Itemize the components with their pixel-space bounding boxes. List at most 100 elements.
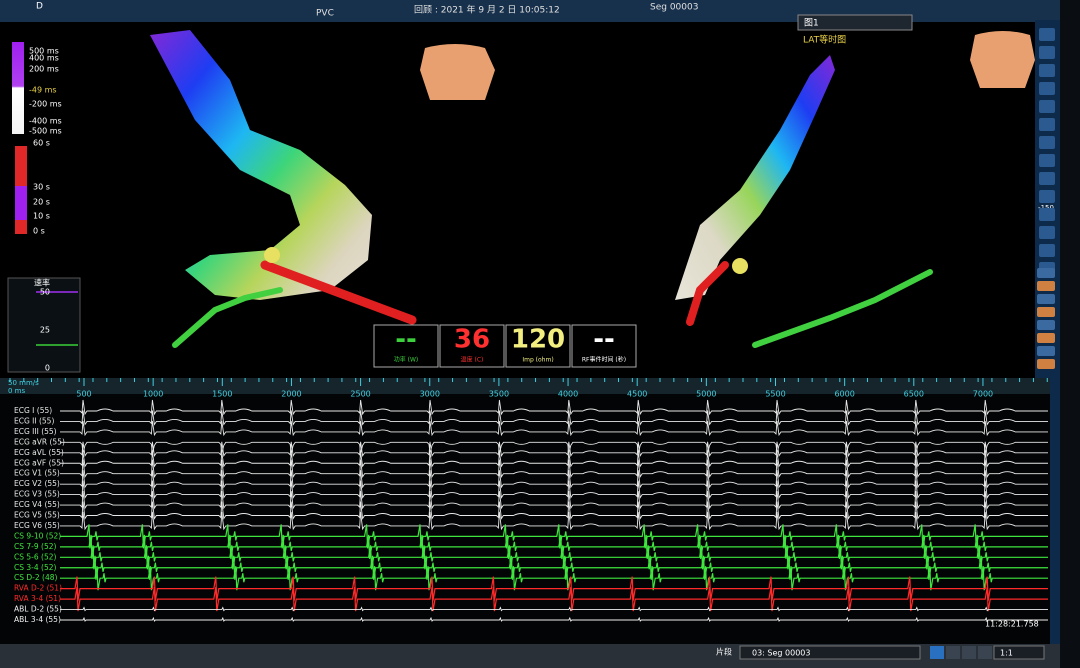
marker <box>264 247 280 263</box>
channel-label: RVA 3-4 (51) <box>14 594 61 603</box>
playback-button[interactable] <box>946 646 960 659</box>
sweep-tick-label: 1500 <box>212 390 232 399</box>
tool-button[interactable] <box>1037 359 1055 369</box>
ecg-trace <box>60 566 1048 591</box>
tool-button[interactable] <box>1039 100 1055 113</box>
window-title: PVC <box>316 9 334 19</box>
readout-box <box>439 324 505 368</box>
time-scale-label: 0 s <box>33 227 45 236</box>
sweep-tick-label: 2500 <box>350 390 370 399</box>
channel-label: ECG V2 (55) <box>14 479 60 488</box>
playback-button[interactable] <box>978 646 992 659</box>
ecg-trace <box>60 452 1048 468</box>
time-scale-label: 30 s <box>33 183 50 192</box>
bezel <box>1060 0 1080 668</box>
review-time: 回顾 : 2021 年 9 月 2 日 10:05:12 <box>414 4 560 16</box>
readout-value: -- <box>395 325 417 355</box>
ecg-trace <box>60 576 1048 601</box>
tool-button[interactable] <box>1039 136 1055 149</box>
lat-scale-label: -400 ms <box>29 117 62 126</box>
readout-value: 120 <box>511 325 565 355</box>
ecg-trace <box>60 490 1048 510</box>
rate-box <box>7 277 81 373</box>
menu-label: D <box>36 2 43 12</box>
channel-label: ECG aVF (55) <box>14 458 64 467</box>
lat-scale-label: 200 ms <box>29 65 59 74</box>
sweep-tick-label: 5000 <box>696 390 716 399</box>
lat-scale-label: -500 ms <box>29 127 62 136</box>
readout-label: 温度 (C) <box>461 356 484 364</box>
rate-title: 速率 <box>34 278 50 288</box>
playback-button[interactable] <box>962 646 976 659</box>
ecg-trace <box>60 501 1048 520</box>
segment-name: 03: Seg 00003 <box>752 649 811 658</box>
ecg-trace <box>60 587 1048 612</box>
tool-button[interactable] <box>1039 244 1055 257</box>
cs-catheter <box>752 269 933 348</box>
tool-button[interactable] <box>1039 28 1055 41</box>
zoom-select[interactable] <box>993 645 1045 660</box>
cs-catheter <box>172 287 283 348</box>
map-mode: LAT等时图 <box>803 34 846 46</box>
sweep-tick-label: 4500 <box>627 390 647 399</box>
marker <box>732 258 748 274</box>
torso-icon <box>420 44 495 100</box>
tool-button[interactable] <box>1039 154 1055 167</box>
tool-button[interactable] <box>1039 64 1055 77</box>
ecg-trace <box>60 410 1048 426</box>
channel-label: CS 7-9 (52) <box>14 542 56 551</box>
tool-button[interactable] <box>1039 172 1055 185</box>
rate-tick: 0 <box>45 364 50 373</box>
tool-button[interactable] <box>1037 346 1055 356</box>
channel-label: CS D-2 (48) <box>14 573 57 582</box>
sweep-tick-label: 5500 <box>765 390 785 399</box>
clock: 11:28:21.758 <box>985 620 1039 629</box>
segment-select[interactable] <box>739 645 921 660</box>
sweep-origin: 0 ms <box>8 387 25 395</box>
map-viewport <box>0 22 1035 378</box>
tool-button[interactable] <box>1037 281 1055 291</box>
ecg-trace <box>60 420 1048 437</box>
ecg-trace <box>60 470 1048 489</box>
channel-label: ECG V4 (55) <box>14 500 60 509</box>
sweep-tick-label: 6500 <box>904 390 924 399</box>
tool-button[interactable] <box>1037 268 1055 278</box>
tool-button[interactable] <box>1039 208 1055 221</box>
channel-label: ECG V1 (55) <box>14 469 60 478</box>
tool-button[interactable] <box>1037 320 1055 330</box>
sweep-tick-label: 6000 <box>834 390 854 399</box>
sweep-tick-label: 1000 <box>143 390 163 399</box>
tool-button[interactable] <box>1039 118 1055 131</box>
channel-label: RVA D-2 (51) <box>14 584 62 593</box>
tool-button[interactable] <box>1037 307 1055 317</box>
tool-button[interactable] <box>1039 82 1055 95</box>
tool-button[interactable] <box>1037 333 1055 343</box>
lat-map-right <box>675 55 835 300</box>
ecg-trace <box>60 399 1048 416</box>
torso-icon <box>970 31 1035 88</box>
channel-label: ECG V3 (55) <box>14 490 60 499</box>
tool-button[interactable] <box>1037 294 1055 304</box>
sweep-tick-label: 2000 <box>281 390 301 399</box>
playback-button[interactable] <box>930 646 944 659</box>
sweep-tick-label: 3000 <box>420 390 440 399</box>
tool-button[interactable] <box>1039 190 1055 203</box>
channel-label: CS 5-6 (52) <box>14 552 56 561</box>
channel-label: ECG II (55) <box>14 416 54 425</box>
sweep-speed: 50 mm/s <box>8 379 39 387</box>
ecg-area <box>0 394 1050 644</box>
sweep-tick-label: 3500 <box>489 390 509 399</box>
tool-button[interactable] <box>1039 226 1055 239</box>
time-scale-label: 20 s <box>33 198 50 207</box>
ecg-trace <box>60 441 1048 454</box>
view-dropdown[interactable] <box>797 14 913 31</box>
channel-label: ECG V6 (55) <box>14 521 60 530</box>
lat-map-left <box>150 30 372 300</box>
tool-button[interactable] <box>1039 46 1055 59</box>
readout-box <box>373 324 439 368</box>
time-scale-label: 60 s <box>33 139 50 148</box>
sweep-tick-label: 500 <box>76 390 91 399</box>
readout-label: 功率 (W) <box>394 356 419 364</box>
